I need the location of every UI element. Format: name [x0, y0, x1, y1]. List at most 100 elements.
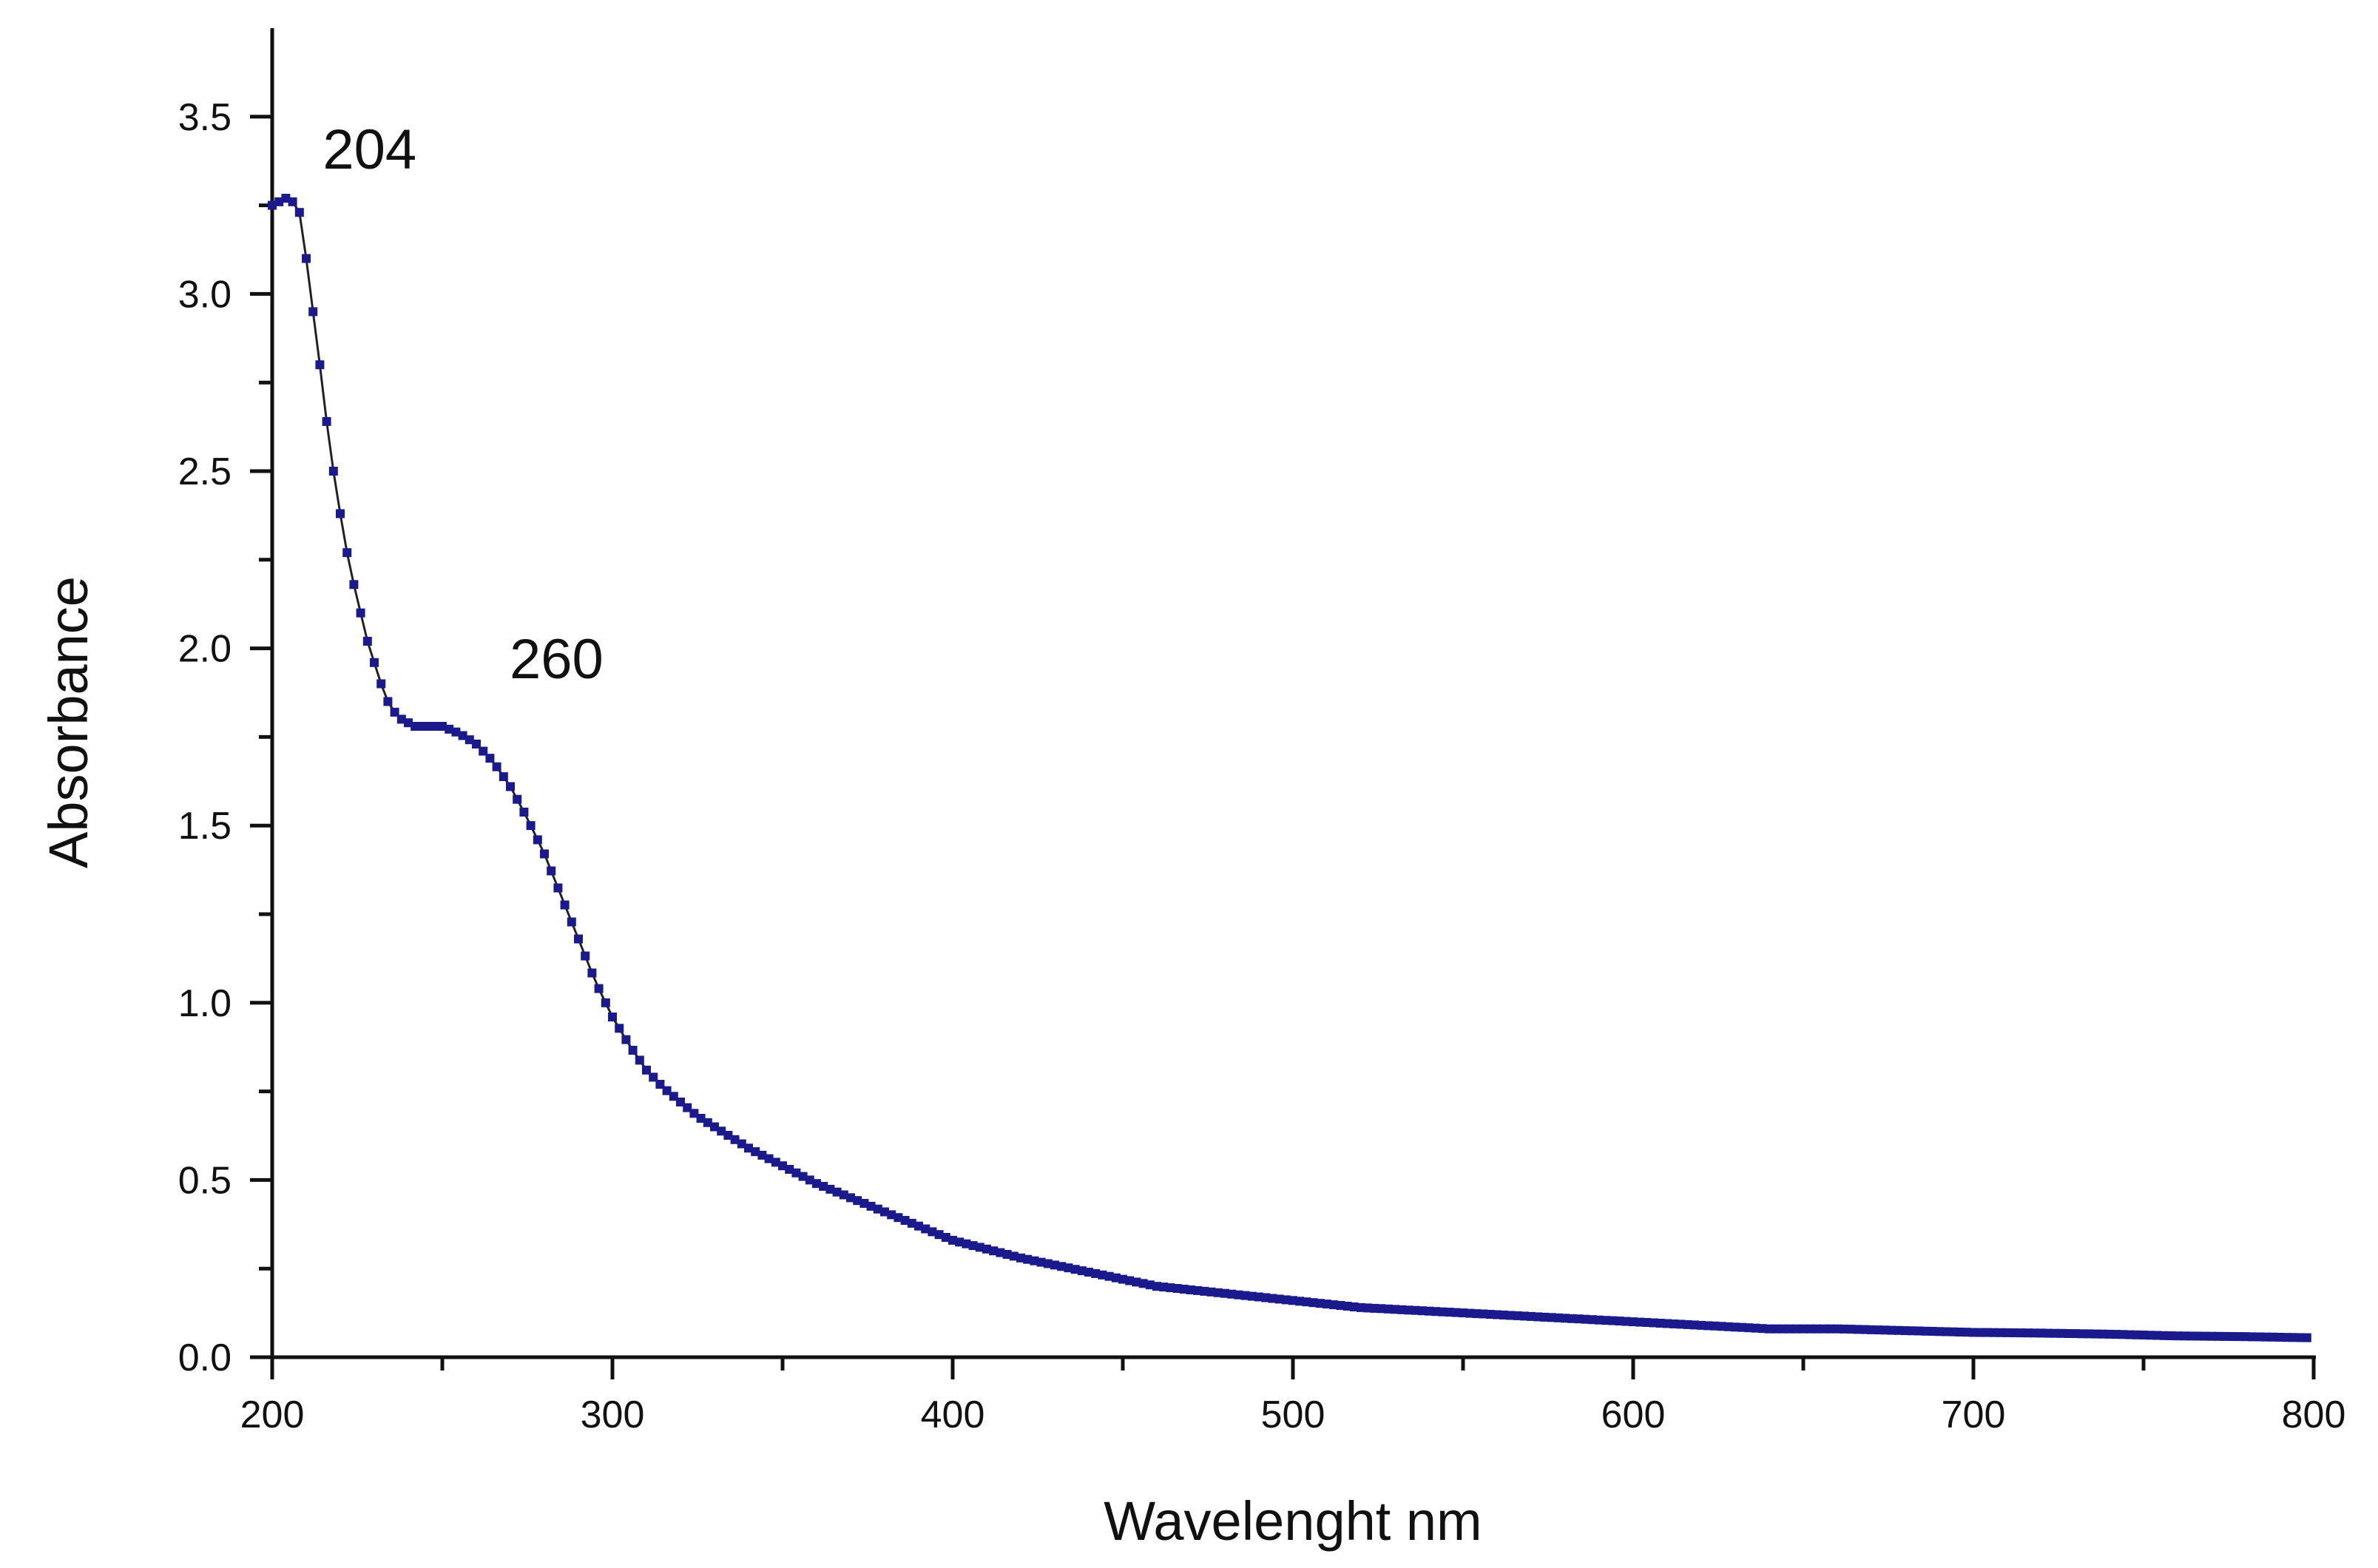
- data-point: [1357, 1302, 1365, 1312]
- data-point: [1894, 1325, 1903, 1335]
- data-point: [819, 1182, 828, 1191]
- data-point: [1962, 1328, 1971, 1337]
- data-point: [1397, 1305, 1407, 1314]
- data-point: [1689, 1320, 1699, 1330]
- data-point: [880, 1207, 889, 1217]
- data-point: [601, 998, 610, 1007]
- data-point: [934, 1230, 944, 1240]
- data-point: [1132, 1277, 1141, 1287]
- data-point: [362, 637, 372, 646]
- data-point: [336, 509, 345, 518]
- data-point: [1710, 1321, 1720, 1331]
- data-point: [2064, 1329, 2073, 1338]
- data-point: [1070, 1265, 1080, 1274]
- data-point: [268, 200, 277, 210]
- data-point: [1806, 1324, 1815, 1334]
- data-point: [1846, 1325, 1856, 1334]
- data-point: [703, 1118, 712, 1127]
- data-point: [2098, 1329, 2107, 1339]
- data-point: [1200, 1286, 1209, 1296]
- data-point: [2084, 1329, 2094, 1339]
- data-point: [1840, 1324, 1849, 1334]
- data-point: [608, 1013, 617, 1021]
- data-point: [683, 1103, 692, 1112]
- data-point: [424, 722, 433, 731]
- data-point: [1152, 1282, 1161, 1291]
- y-tick-label: 0.0: [178, 1336, 232, 1379]
- data-point: [730, 1135, 740, 1144]
- data-point: [1744, 1323, 1754, 1333]
- data-point: [458, 731, 467, 740]
- data-point: [839, 1190, 848, 1200]
- data-point: [1323, 1300, 1331, 1309]
- data-point: [2234, 1332, 2243, 1342]
- data-point: [1880, 1325, 1890, 1335]
- data-point: [396, 714, 406, 724]
- data-point: [1302, 1297, 1311, 1307]
- data-point: [1615, 1317, 1624, 1326]
- data-point: [485, 754, 495, 763]
- data-point: [1547, 1313, 1556, 1322]
- data-point: [1812, 1324, 1822, 1334]
- y-axis-title: Absorbance: [38, 576, 99, 868]
- data-point: [1655, 1319, 1665, 1328]
- data-point: [445, 724, 454, 734]
- y-tick-label: 3.0: [178, 273, 232, 316]
- data-point: [785, 1165, 794, 1174]
- data-point: [778, 1161, 787, 1171]
- data-point: [1683, 1319, 1692, 1329]
- axes: [270, 28, 2316, 1359]
- data-point: [2118, 1330, 2128, 1339]
- data-point: [737, 1139, 746, 1149]
- data-point: [594, 984, 604, 993]
- data-point: [1234, 1290, 1243, 1300]
- data-point: [642, 1065, 651, 1075]
- data-point: [866, 1201, 876, 1211]
- data-point: [574, 934, 583, 944]
- data-point: [2139, 1331, 2148, 1339]
- data-point: [274, 197, 284, 206]
- data-point: [2220, 1331, 2230, 1341]
- data-point: [1023, 1254, 1033, 1264]
- data-point: [894, 1213, 903, 1223]
- data-point: [2275, 1333, 2284, 1342]
- data-point: [2207, 1331, 2216, 1341]
- data-point: [1220, 1288, 1229, 1298]
- data-point: [2057, 1328, 2067, 1338]
- data-point: [689, 1109, 699, 1118]
- data-point: [1336, 1301, 1345, 1310]
- data-point: [1274, 1294, 1284, 1304]
- data-point: [2302, 1333, 2311, 1342]
- data-point: [1601, 1316, 1611, 1325]
- data-point: [1697, 1320, 1706, 1330]
- data-point: [1485, 1310, 1495, 1319]
- data-point: [2044, 1328, 2053, 1338]
- data-point: [846, 1193, 855, 1203]
- data-point: [417, 722, 427, 731]
- data-point: [1833, 1324, 1842, 1334]
- data-point: [1064, 1263, 1073, 1273]
- data-point: [812, 1179, 821, 1189]
- data-point: [1935, 1327, 1944, 1336]
- data-point: [662, 1086, 672, 1095]
- data-point: [2186, 1331, 2196, 1341]
- series-line: [271, 197, 2307, 1339]
- data-point: [1642, 1318, 1652, 1327]
- y-tick-label: 0.5: [178, 1159, 232, 1202]
- data-point: [1717, 1322, 1726, 1331]
- data-point: [1731, 1322, 1740, 1332]
- data-point: [928, 1227, 937, 1237]
- data-point: [1377, 1304, 1386, 1314]
- data-point: [1908, 1326, 1917, 1336]
- data-point: [996, 1248, 1005, 1257]
- data-point: [1942, 1327, 1951, 1336]
- data-point: [1370, 1303, 1379, 1313]
- y-tick-label: 3.5: [178, 96, 232, 139]
- data-point: [587, 968, 597, 978]
- data-point: [2295, 1333, 2305, 1342]
- data-point: [1982, 1328, 1992, 1337]
- data-point: [492, 762, 501, 771]
- data-point: [1179, 1285, 1189, 1294]
- data-point: [1519, 1311, 1529, 1321]
